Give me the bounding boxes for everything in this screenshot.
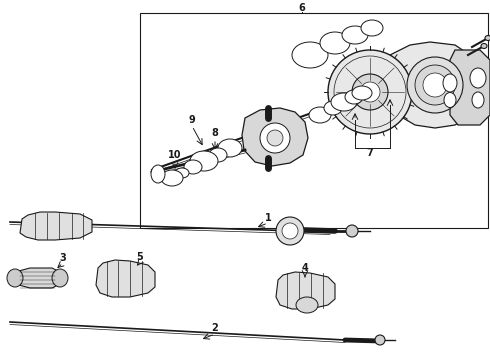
Ellipse shape xyxy=(190,151,218,171)
Text: 10: 10 xyxy=(168,150,182,160)
Ellipse shape xyxy=(161,170,183,186)
Ellipse shape xyxy=(282,223,298,239)
Ellipse shape xyxy=(485,36,490,41)
Ellipse shape xyxy=(361,20,383,36)
Ellipse shape xyxy=(331,93,357,111)
Ellipse shape xyxy=(375,335,385,345)
Text: 4: 4 xyxy=(302,263,308,273)
Text: 7: 7 xyxy=(367,148,373,158)
Polygon shape xyxy=(242,108,308,166)
Ellipse shape xyxy=(7,269,23,287)
Ellipse shape xyxy=(292,42,328,68)
Ellipse shape xyxy=(470,68,486,88)
Ellipse shape xyxy=(184,160,202,174)
Ellipse shape xyxy=(352,74,388,110)
Ellipse shape xyxy=(267,130,283,146)
Ellipse shape xyxy=(324,101,342,115)
Text: 2: 2 xyxy=(212,323,219,333)
Ellipse shape xyxy=(260,123,290,153)
Ellipse shape xyxy=(443,74,457,92)
Text: 5: 5 xyxy=(137,252,144,262)
Ellipse shape xyxy=(346,225,358,237)
Polygon shape xyxy=(96,260,155,297)
Polygon shape xyxy=(388,42,478,128)
Ellipse shape xyxy=(320,32,350,54)
Ellipse shape xyxy=(444,93,456,108)
Ellipse shape xyxy=(415,65,455,105)
Polygon shape xyxy=(276,272,335,309)
Polygon shape xyxy=(15,268,60,288)
Text: 3: 3 xyxy=(60,253,66,263)
Ellipse shape xyxy=(151,165,165,183)
Ellipse shape xyxy=(209,148,227,162)
Ellipse shape xyxy=(328,50,412,134)
Ellipse shape xyxy=(342,26,368,44)
Text: 6: 6 xyxy=(298,3,305,13)
Text: 1: 1 xyxy=(265,213,271,223)
Ellipse shape xyxy=(360,82,380,102)
Ellipse shape xyxy=(472,92,484,108)
Ellipse shape xyxy=(345,90,363,104)
Ellipse shape xyxy=(407,57,463,113)
Ellipse shape xyxy=(218,139,242,157)
Ellipse shape xyxy=(175,168,189,178)
Ellipse shape xyxy=(334,56,406,128)
Ellipse shape xyxy=(481,44,487,49)
Ellipse shape xyxy=(52,269,68,287)
Bar xyxy=(140,13,488,228)
Ellipse shape xyxy=(276,217,304,245)
Text: 8: 8 xyxy=(212,128,219,138)
Text: 9: 9 xyxy=(189,115,196,125)
Polygon shape xyxy=(450,50,490,125)
Ellipse shape xyxy=(309,107,331,123)
Ellipse shape xyxy=(423,73,447,97)
Ellipse shape xyxy=(296,297,318,313)
Ellipse shape xyxy=(352,86,372,100)
Polygon shape xyxy=(20,212,92,240)
